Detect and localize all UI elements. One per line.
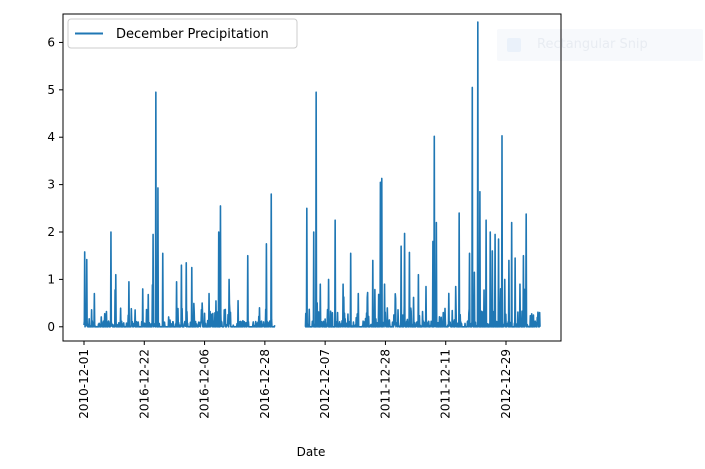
x-tick-label: 2016-12-22 (137, 349, 151, 419)
series-line-segment-1 (83, 91, 276, 328)
plot-frame (62, 13, 562, 342)
y-tick-label: 2 (47, 225, 55, 239)
x-tick-label: 2016-12-06 (198, 349, 212, 419)
legend-label: December Precipitation (116, 27, 269, 42)
y-tick-label: 1 (47, 272, 55, 286)
series-layer (83, 21, 541, 328)
x-tick-label: 2012-12-29 (499, 349, 513, 419)
x-tick-label: 2011-12-28 (378, 349, 392, 419)
x-tick-label: 2016-12-28 (258, 349, 272, 419)
axes-layer: 0 1 2 3 4 5 6 2010-12-01 2016-12-22 2016-12-06 201… (47, 13, 562, 459)
x-tick-label: 2012-12-07 (318, 349, 332, 419)
y-tick-label: 0 (47, 320, 55, 334)
y-tick-label: 3 (47, 178, 55, 192)
y-tick-label: 4 (47, 130, 55, 144)
snip-overlay[interactable]: Rectangular Snip (497, 29, 703, 61)
series-line-segment-2 (304, 21, 541, 328)
snip-label: Rectangular Snip (537, 37, 648, 52)
legend: December Precipitation (67, 18, 298, 49)
x-tick-label: 2011-12-11 (439, 349, 453, 419)
x-axis-label: Date (297, 445, 326, 459)
y-tick-label: 6 (47, 35, 55, 49)
snip-icon (507, 38, 521, 52)
y-tick-label: 5 (47, 83, 55, 97)
x-tick-label: 2010-12-01 (77, 349, 91, 419)
legend-box (67, 18, 298, 49)
